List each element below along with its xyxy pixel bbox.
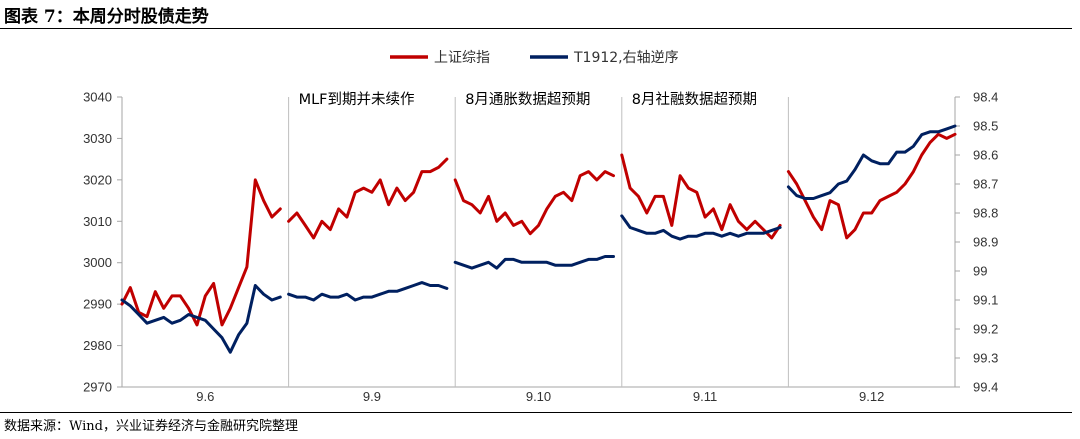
legend-label-series-1: T1912,右轴逆序 [573,50,679,66]
series-1-line [287,281,449,302]
y-tick-label: 3040 [83,90,112,105]
series-0-line [120,178,282,327]
y-tick-label: 2990 [83,297,112,312]
title-rule [0,28,1072,29]
x-tick-label: 9.11 [693,389,717,404]
y-axis-right: 99.4 99.3 99.2 99.1 99 98.9 98.8 98.7 98.6 98.5 98… [955,90,998,395]
y2-tick-label: 98.5 [973,119,998,134]
series-0-line [786,132,957,240]
y2-tick-label: 98.4 [973,90,998,105]
y2-tick-label: 98.7 [973,177,998,192]
y2-tick-label: 98.6 [973,148,998,163]
series-1-line [120,284,282,354]
y-tick-label: 3010 [83,214,112,229]
chart: 上证综指 T1912,右轴逆序 2970 2980 2990 3000 3010 3020… [83,50,998,404]
annotations: MLF到期并未续作 8月通胀数据超预期 8月社融数据超预期 [299,91,757,108]
y2-tick-label: 99 [973,264,987,279]
y2-tick-label: 99.3 [973,351,998,366]
y-tick-label: 3030 [83,131,112,146]
x-axis: 9.6 9.9 9.10 9.11 9.12 [196,389,884,404]
series-1-line [620,214,782,241]
y-tick-label: 2970 [83,380,112,395]
y-tick-label: 3000 [83,255,112,270]
source-note: 数据来源：Wind，兴业证券经济与金融研究院整理 [4,419,298,434]
source-rule [0,412,1072,413]
series-1-line [453,255,615,270]
series-lines [120,124,957,354]
y2-tick-label: 99.4 [973,380,998,395]
y-tick-label: 3020 [83,172,112,187]
x-tick-label: 9.12 [859,389,884,404]
annotation-label: 8月社融数据超预期 [632,91,757,108]
legend: 上证综指 T1912,右轴逆序 [390,50,679,66]
y2-tick-label: 98.8 [973,206,998,221]
y2-tick-label: 98.9 [973,235,998,250]
series-0-line [620,153,782,240]
y-axis-left: 2970 2980 2990 3000 3010 3020 3030 3040 [83,90,122,395]
x-tick-label: 9.10 [526,389,551,404]
legend-label-series-0: 上证综指 [434,50,490,66]
x-tick-label: 9.6 [196,389,214,404]
y2-tick-label: 99.1 [973,293,998,308]
figure-title: 图表 7：本周分时股债走势 [4,7,209,27]
annotation-label: 8月通胀数据超预期 [465,91,590,108]
x-tick-label: 9.9 [363,389,381,404]
annotation-label: MLF到期并未续作 [299,91,415,108]
series-0-line [453,170,615,236]
series-0-line [287,157,449,240]
axes [121,97,956,388]
y2-tick-label: 99.2 [973,322,998,337]
y-tick-label: 2980 [83,338,112,353]
series-1-line [786,124,957,200]
